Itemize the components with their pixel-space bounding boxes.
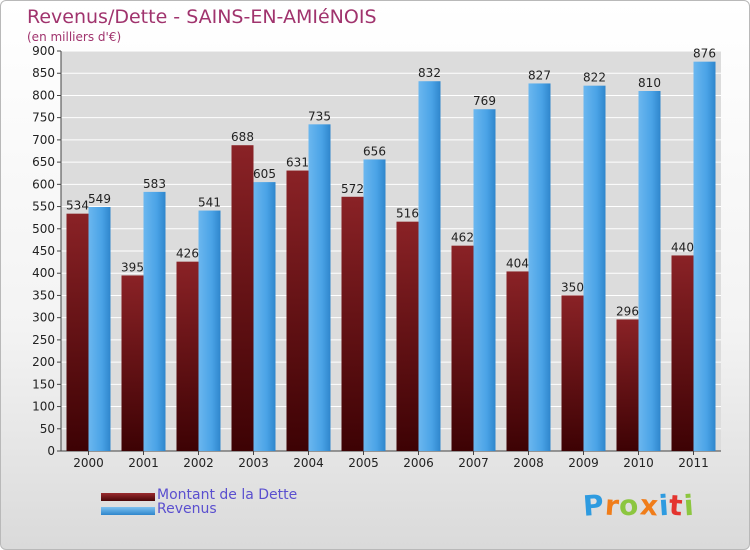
data-label-revenus: 549 xyxy=(88,192,111,206)
data-label-revenus: 583 xyxy=(143,177,166,191)
bar-dette xyxy=(341,196,364,451)
data-label-dette: 350 xyxy=(561,280,584,294)
y-tick-label: 200 xyxy=(32,355,55,369)
bar-dette xyxy=(451,245,474,451)
x-tick-label: 2011 xyxy=(678,456,709,470)
y-tick-label: 0 xyxy=(47,444,55,458)
data-label-revenus: 876 xyxy=(693,47,716,61)
data-label-revenus: 769 xyxy=(473,94,496,108)
x-tick-label: 2000 xyxy=(73,456,104,470)
y-tick-label: 500 xyxy=(32,222,55,236)
legend-label-dette: Montant de la Dette xyxy=(157,487,298,503)
bar-revenus xyxy=(143,191,166,451)
data-label-dette: 516 xyxy=(396,207,419,221)
bar-dette xyxy=(671,255,694,451)
bar-revenus xyxy=(638,91,661,451)
bar-revenus xyxy=(308,124,331,451)
bar-dette xyxy=(396,221,419,451)
data-label-revenus: 656 xyxy=(363,144,386,158)
legend-label-revenus: Revenus xyxy=(157,501,217,517)
x-tick-label: 2009 xyxy=(568,456,599,470)
x-tick-label: 2006 xyxy=(403,456,434,470)
bar-revenus xyxy=(528,83,551,451)
logo-letter: P xyxy=(581,488,606,523)
proxiti-logo: Proxiti xyxy=(581,488,696,523)
logo-letter: i xyxy=(682,488,696,523)
bar-revenus xyxy=(418,81,441,451)
y-tick-label: 400 xyxy=(32,266,55,280)
x-tick-label: 2003 xyxy=(238,456,269,470)
data-label-dette: 534 xyxy=(66,199,89,213)
bar-revenus xyxy=(253,182,276,451)
bar-dette xyxy=(66,213,89,451)
data-label-revenus: 605 xyxy=(253,167,276,181)
bar-revenus xyxy=(88,207,111,451)
data-label-dette: 440 xyxy=(671,240,694,254)
data-label-revenus: 541 xyxy=(198,196,221,210)
bar-dette xyxy=(616,319,639,451)
y-tick-label: 300 xyxy=(32,311,55,325)
data-label-revenus: 832 xyxy=(418,66,441,80)
data-label-revenus: 735 xyxy=(308,109,331,123)
x-tick-label: 2007 xyxy=(458,456,489,470)
bar-revenus xyxy=(693,61,716,452)
x-tick-label: 2008 xyxy=(513,456,544,470)
y-tick-label: 650 xyxy=(32,155,55,169)
y-tick-label: 600 xyxy=(32,177,55,191)
data-label-dette: 688 xyxy=(231,130,254,144)
y-tick-label: 250 xyxy=(32,333,55,347)
legend-swatch-dette xyxy=(101,493,155,501)
bar-revenus xyxy=(473,109,496,451)
y-tick-label: 850 xyxy=(32,66,55,80)
y-tick-label: 700 xyxy=(32,133,55,147)
bar-dette xyxy=(176,261,199,451)
x-tick-label: 2010 xyxy=(623,456,654,470)
data-label-dette: 462 xyxy=(451,231,474,245)
data-label-dette: 426 xyxy=(176,247,199,261)
chart-title: Revenus/Dette - SAINS-EN-AMIéNOIS xyxy=(27,6,377,28)
data-label-revenus: 810 xyxy=(638,76,661,90)
y-tick-label: 450 xyxy=(32,244,55,258)
bar-dette xyxy=(231,145,254,451)
bar-dette xyxy=(121,275,144,451)
y-tick-label: 900 xyxy=(32,44,55,58)
x-tick-label: 2001 xyxy=(128,456,159,470)
y-tick-label: 550 xyxy=(32,200,55,214)
y-tick-label: 150 xyxy=(32,377,55,391)
y-tick-label: 50 xyxy=(40,422,55,436)
y-tick-label: 100 xyxy=(32,400,55,414)
data-label-dette: 404 xyxy=(506,256,529,270)
data-label-dette: 631 xyxy=(286,156,309,170)
data-label-dette: 296 xyxy=(616,304,639,318)
bar-revenus xyxy=(583,85,606,452)
legend-swatch-revenus xyxy=(101,507,155,515)
y-tick-label: 800 xyxy=(32,88,55,102)
bar-dette xyxy=(561,295,584,451)
y-tick-label: 750 xyxy=(32,111,55,125)
x-tick-label: 2002 xyxy=(183,456,214,470)
x-tick-label: 2004 xyxy=(293,456,324,470)
bar-dette xyxy=(506,271,529,451)
chart-subtitle: (en milliers d'€) xyxy=(27,30,122,44)
y-tick-label: 350 xyxy=(32,288,55,302)
bar-dette xyxy=(286,170,309,452)
data-label-dette: 395 xyxy=(121,260,144,274)
x-tick-label: 2005 xyxy=(348,456,379,470)
bar-revenus xyxy=(198,210,221,451)
logo-letter: x xyxy=(638,488,660,523)
bar-revenus xyxy=(363,159,386,451)
data-label-dette: 572 xyxy=(341,182,364,196)
data-label-revenus: 822 xyxy=(583,71,606,85)
logo-letter: o xyxy=(618,488,641,523)
data-label-revenus: 827 xyxy=(528,68,551,82)
